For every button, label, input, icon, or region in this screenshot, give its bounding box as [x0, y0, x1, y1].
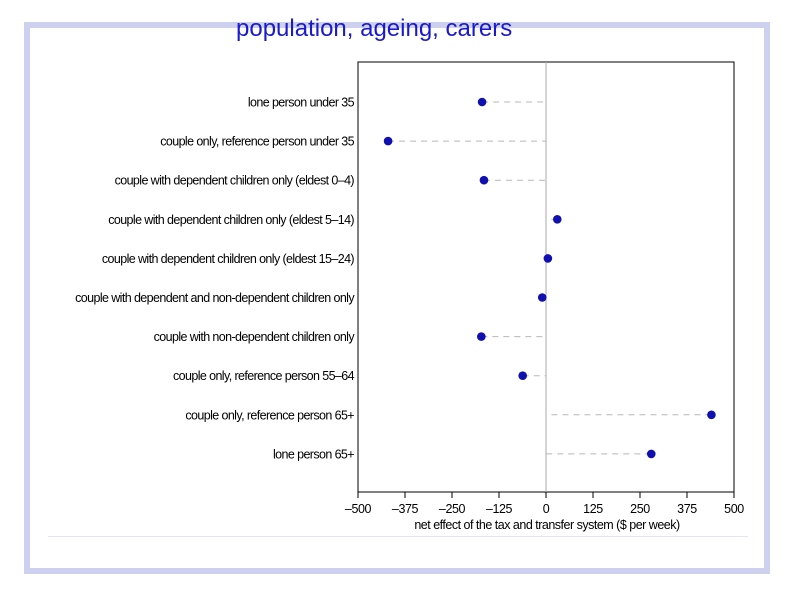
x-tick-label: –375	[392, 502, 419, 516]
category-label: couple only, reference person 55–64	[173, 369, 355, 383]
data-point-marker	[518, 371, 527, 381]
category-label: lone person under 35	[248, 96, 355, 110]
data-point-marker	[543, 254, 553, 263]
category-label: couple with dependent children only (eld…	[108, 213, 354, 227]
data-point-marker	[552, 215, 562, 224]
data-point-marker	[383, 136, 393, 146]
x-tick-label: 125	[583, 502, 603, 516]
x-tick-label: 250	[630, 502, 650, 516]
category-label: couple with dependent children only (eld…	[102, 252, 355, 266]
data-point-marker	[707, 410, 716, 420]
x-tick-label: –500	[345, 502, 372, 516]
x-tick-label: 500	[724, 502, 744, 516]
slide-title: population, ageing, carers	[236, 15, 513, 42]
slide-frame	[24, 22, 770, 574]
data-point-marker	[477, 332, 486, 341]
category-label: couple with dependent and non-dependent …	[75, 291, 355, 305]
x-tick-label: –125	[486, 502, 513, 516]
category-label: couple only, reference person 65+	[185, 408, 354, 422]
frame-divider	[48, 536, 748, 537]
x-tick-label: –250	[439, 502, 466, 516]
data-point-marker	[646, 449, 656, 459]
data-point-marker	[477, 97, 487, 107]
x-tick-label: 0	[543, 502, 550, 516]
category-label: couple with non-dependent children only	[154, 330, 356, 344]
x-axis-title: net effect of the tax and transfer syste…	[414, 518, 680, 532]
data-point-marker	[537, 293, 547, 302]
category-label: lone person 65+	[273, 447, 354, 461]
category-label: couple only, reference person under 35	[160, 135, 354, 149]
x-tick-label: 375	[677, 502, 697, 516]
category-label: couple with dependent children only (eld…	[115, 174, 355, 188]
data-point-marker	[479, 175, 489, 185]
